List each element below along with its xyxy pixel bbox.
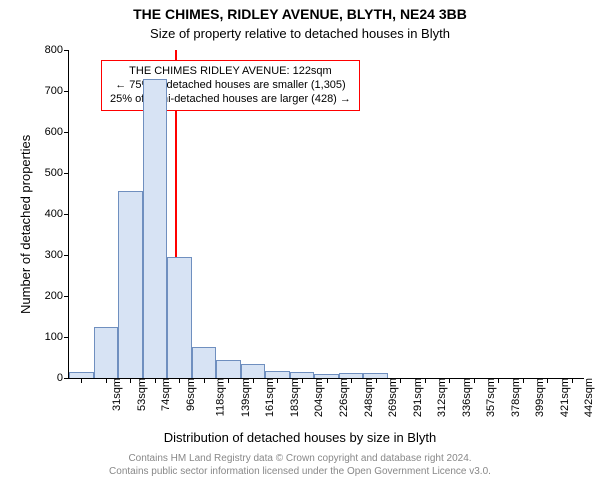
x-tick-label: 269sqm: [381, 378, 399, 417]
x-tick-label: 118sqm: [209, 378, 227, 416]
x-tick-mark: [130, 378, 131, 383]
histogram-bar: [143, 79, 168, 378]
y-axis-label: Number of detached properties: [18, 135, 33, 314]
x-tick-label: 399sqm: [528, 378, 546, 417]
x-tick-label: 96sqm: [179, 378, 197, 411]
histogram-bar: [94, 327, 119, 378]
x-tick-label: 378sqm: [504, 378, 522, 417]
y-tick-mark: [64, 50, 69, 51]
x-tick-mark: [547, 378, 548, 383]
x-tick-mark: [155, 378, 156, 383]
chart-container: { "chart": { "type": "histogram", "title…: [0, 0, 600, 500]
x-tick-label: 161sqm: [259, 378, 277, 417]
annotation-box: THE CHIMES RIDLEY AVENUE: 122sqm← 75% of…: [101, 60, 360, 111]
x-tick-label: 74sqm: [154, 378, 172, 411]
x-tick-label: 226sqm: [332, 378, 350, 417]
y-tick-mark: [64, 91, 69, 92]
x-tick-label: 336sqm: [455, 378, 473, 417]
x-tick-label: 442sqm: [577, 378, 595, 417]
x-tick-mark: [253, 378, 254, 383]
x-tick-label: 421sqm: [553, 378, 571, 417]
x-tick-mark: [228, 378, 229, 383]
x-tick-mark: [425, 378, 426, 383]
x-tick-mark: [351, 378, 352, 383]
x-tick-label: 248sqm: [357, 378, 375, 417]
x-tick-label: 53sqm: [130, 378, 148, 411]
y-tick-mark: [64, 173, 69, 174]
x-tick-label: 31sqm: [105, 378, 123, 411]
x-tick-mark: [572, 378, 573, 383]
x-tick-label: 291sqm: [406, 378, 424, 417]
histogram-bar: [241, 364, 266, 378]
x-tick-mark: [376, 378, 377, 383]
y-tick-mark: [64, 378, 69, 379]
x-tick-mark: [179, 378, 180, 383]
x-tick-mark: [204, 378, 205, 383]
chart-title: THE CHIMES, RIDLEY AVENUE, BLYTH, NE24 3…: [0, 6, 600, 22]
histogram-bar: [216, 360, 241, 378]
x-tick-mark: [523, 378, 524, 383]
y-tick-mark: [64, 214, 69, 215]
x-tick-mark: [81, 378, 82, 383]
histogram-bar: [167, 257, 192, 378]
histogram-bar: [265, 371, 290, 378]
x-tick-label: 139sqm: [234, 378, 252, 417]
y-tick-mark: [64, 255, 69, 256]
x-tick-mark: [449, 378, 450, 383]
x-tick-label: 312sqm: [430, 378, 448, 417]
x-tick-mark: [277, 378, 278, 383]
y-tick-mark: [64, 296, 69, 297]
x-tick-mark: [474, 378, 475, 383]
x-tick-mark: [106, 378, 107, 383]
footer-attribution: Contains HM Land Registry data © Crown c…: [0, 453, 600, 478]
plot-area: THE CHIMES RIDLEY AVENUE: 122sqm← 75% of…: [68, 50, 584, 379]
x-tick-mark: [327, 378, 328, 383]
x-tick-label: 204sqm: [308, 378, 326, 417]
x-tick-label: 183sqm: [283, 378, 301, 417]
chart-subtitle: Size of property relative to detached ho…: [0, 26, 600, 41]
x-tick-mark: [302, 378, 303, 383]
histogram-bar: [118, 191, 143, 378]
x-tick-mark: [498, 378, 499, 383]
y-tick-mark: [64, 132, 69, 133]
x-tick-mark: [400, 378, 401, 383]
histogram-bar: [192, 347, 217, 378]
y-tick-mark: [64, 337, 69, 338]
x-axis-label: Distribution of detached houses by size …: [0, 430, 600, 445]
x-tick-label: 357sqm: [479, 378, 497, 417]
